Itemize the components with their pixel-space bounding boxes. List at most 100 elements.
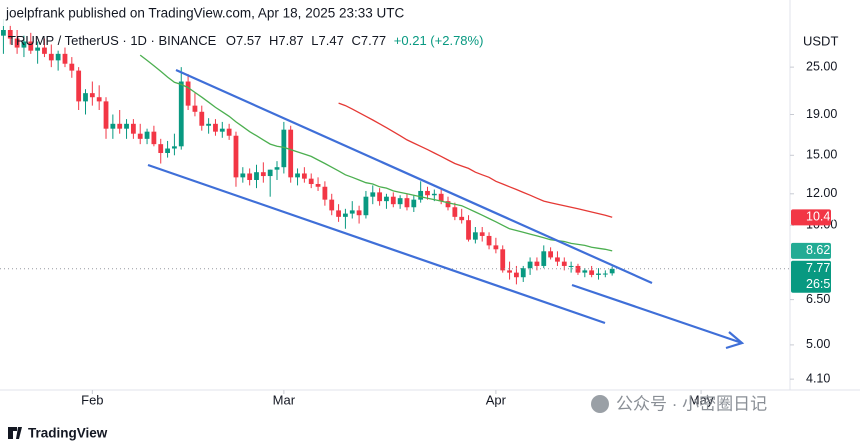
- candle-body: [561, 261, 567, 266]
- candle-body: [103, 101, 109, 129]
- candle-body: [199, 111, 205, 126]
- candle-body: [329, 199, 335, 211]
- candle-body: [589, 270, 595, 275]
- candle-body: [48, 53, 54, 61]
- candle-body: [472, 232, 478, 240]
- candle-body: [548, 251, 554, 258]
- candle-body: [144, 131, 150, 139]
- candle-body: [404, 198, 410, 208]
- candle-body: [226, 128, 232, 136]
- candle-body: [363, 196, 369, 216]
- candle-body: [308, 178, 314, 185]
- header-band: [0, 0, 420, 26]
- x-tick-label: Mar: [273, 392, 296, 407]
- high: H7.87: [269, 33, 304, 48]
- candle-body: [219, 128, 225, 132]
- candle-body: [288, 129, 294, 178]
- candle-body: [295, 173, 300, 178]
- moving-average: [338, 102, 613, 218]
- projection-arrow: [571, 283, 743, 345]
- trend-lines: [147, 68, 745, 350]
- candle-body: [596, 273, 601, 275]
- candle-body: [493, 245, 499, 250]
- candle-body: [514, 272, 519, 278]
- candle-body: [260, 172, 266, 177]
- candle-body: [7, 30, 13, 39]
- candle-body: [322, 186, 328, 200]
- candle-body: [69, 63, 75, 71]
- byline: joelpfrank published on TradingView.com,…: [5, 6, 405, 21]
- candle-body: [349, 210, 355, 214]
- watermark-text: 公众号 · 小密圈日记: [616, 394, 767, 413]
- y-tick-label: 25.00: [806, 59, 837, 73]
- candle-body: [42, 47, 47, 54]
- price-label: 10.47: [806, 210, 837, 224]
- brand-logo: [8, 427, 22, 439]
- candle-body: [55, 53, 61, 61]
- candle-body: [541, 251, 547, 266]
- candle-body: [185, 81, 191, 106]
- candle-body: [130, 123, 136, 134]
- candle-body: [520, 268, 526, 278]
- y-tick-label: 19.00: [806, 107, 837, 121]
- candle-body: [452, 207, 458, 217]
- candle-body: [233, 135, 239, 178]
- candle-body: [96, 97, 102, 102]
- candle-body: [377, 192, 383, 202]
- candle-body: [479, 232, 485, 236]
- candle-body: [1, 30, 6, 36]
- candle-body: [356, 210, 362, 216]
- y-tick-label: 6.50: [806, 292, 830, 306]
- moving-average: [139, 54, 613, 252]
- candle-body: [14, 38, 20, 48]
- candle-body: [390, 196, 396, 205]
- watermark: 公众号 · 小密圈日记: [591, 394, 767, 413]
- x-tick-label: Feb: [81, 392, 103, 407]
- y-tick-label: 5.00: [806, 337, 830, 351]
- candle-body: [254, 172, 259, 180]
- footer: TradingView: [0, 424, 860, 442]
- candle-body: [267, 169, 273, 177]
- candle-body: [431, 193, 437, 196]
- footer-band: [0, 424, 860, 442]
- symbol: TRUMP / TetherUS · 1D · BINANCE: [8, 33, 217, 48]
- candle-body: [28, 41, 34, 51]
- candle-body: [438, 193, 444, 202]
- candle-body: [151, 131, 157, 145]
- upper-trend-line: [175, 68, 653, 285]
- candle-body: [281, 129, 287, 168]
- axes: 25.0019.0015.0012.0010.006.505.004.10Feb…: [81, 59, 837, 407]
- candle-body: [486, 235, 492, 246]
- open: O7.57: [226, 33, 261, 48]
- candle-body: [397, 198, 403, 205]
- candle-body: [343, 213, 348, 217]
- candle-body: [124, 123, 129, 129]
- currency: USDT: [803, 33, 838, 48]
- candle-body: [582, 270, 588, 273]
- candle-body: [384, 196, 389, 202]
- candle-body: [609, 268, 615, 274]
- candle-body: [459, 216, 465, 221]
- candle-body: [534, 261, 540, 266]
- candle-body: [21, 41, 27, 48]
- candle-body: [213, 123, 218, 132]
- candle-body: [89, 93, 95, 98]
- x-tick-label: May: [689, 392, 714, 407]
- watermark-icon: [591, 395, 609, 413]
- price-label-box: [791, 242, 831, 259]
- candle-body: [336, 210, 341, 217]
- candle-body: [301, 173, 307, 179]
- candle-body: [137, 133, 143, 139]
- candle-body: [178, 81, 184, 147]
- candle-body: [555, 257, 560, 262]
- candle-body: [527, 261, 533, 269]
- candle-body: [370, 192, 376, 197]
- candle-body: [411, 199, 417, 208]
- candle-body: [507, 270, 512, 273]
- y-tick-label: 15.00: [806, 148, 837, 162]
- countdown: 26:57: [806, 277, 837, 291]
- y-tick-label: 12.00: [806, 186, 837, 200]
- candle-body: [418, 190, 424, 200]
- lower-trend-line: [147, 163, 606, 325]
